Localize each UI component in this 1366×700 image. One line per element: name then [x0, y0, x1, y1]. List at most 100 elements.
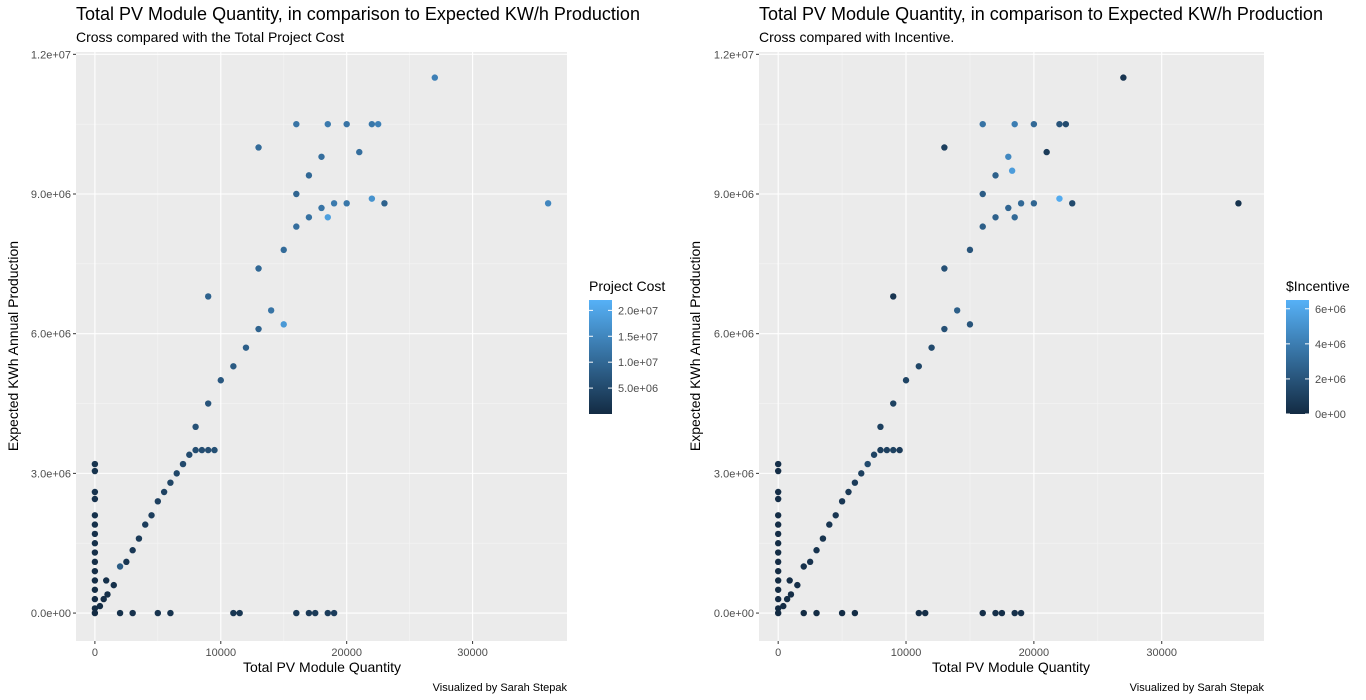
legend-tick-label: 6e+06 — [1315, 304, 1346, 316]
data-point — [293, 609, 300, 617]
data-point — [858, 470, 865, 477]
data-point — [330, 609, 338, 617]
data-point — [312, 609, 319, 617]
color-legend: Project Cost 5.0e+06 1.0e+07 1.5e+07 2.0e+0… — [589, 278, 665, 414]
data-point — [979, 609, 986, 617]
data-point — [129, 609, 136, 617]
x-tick-label: 20000 — [331, 647, 362, 659]
legend-title: Project Cost — [589, 278, 665, 294]
data-point — [915, 363, 923, 370]
data-point — [91, 467, 99, 475]
data-point — [1069, 200, 1076, 207]
data-point — [832, 512, 839, 519]
data-point — [204, 293, 212, 300]
data-point — [96, 602, 104, 610]
data-point — [774, 558, 782, 566]
chart-subtitle: Cross compared with Incentive. — [759, 29, 954, 45]
data-point — [1017, 609, 1025, 617]
data-point — [192, 446, 199, 454]
data-point — [242, 344, 250, 351]
x-tick-label: 30000 — [457, 647, 488, 659]
data-point — [91, 609, 99, 617]
data-point — [774, 512, 782, 519]
data-point — [941, 265, 948, 272]
data-point — [129, 547, 136, 554]
data-point — [192, 423, 199, 431]
data-point — [280, 246, 287, 254]
caption: Visualized by Sarah Stepak — [433, 682, 568, 694]
data-point — [992, 609, 999, 617]
color-legend: $Incentive 0e+00 2e+06 4e+06 6e+06 — [1286, 278, 1350, 421]
data-point — [1043, 148, 1050, 156]
data-point — [255, 144, 262, 151]
data-point — [154, 609, 162, 617]
data-point — [794, 581, 801, 589]
data-point — [91, 512, 99, 519]
x-axis-ticks: 0 10000 20000 30000 — [92, 641, 488, 659]
legend-tick-label: 5.0e+06 — [618, 383, 658, 395]
y-tick-label: 1.2e+07 — [714, 49, 754, 61]
data-point — [1062, 120, 1070, 128]
data-point — [91, 549, 99, 556]
y-axis-label: Expected KWh Annual Production — [687, 241, 703, 451]
data-point — [783, 595, 791, 603]
data-point — [356, 148, 363, 156]
data-point — [890, 293, 897, 300]
data-point — [544, 200, 552, 207]
data-point — [148, 512, 155, 519]
data-point — [922, 609, 929, 617]
data-point — [1005, 204, 1012, 212]
data-point — [786, 577, 793, 584]
data-point — [890, 400, 897, 407]
data-point — [1120, 74, 1127, 81]
data-point — [806, 558, 814, 566]
data-point — [100, 595, 107, 603]
data-point — [230, 609, 237, 617]
data-point — [979, 190, 986, 198]
data-point — [1017, 200, 1025, 207]
data-point — [800, 563, 807, 570]
data-point — [800, 609, 807, 617]
x-axis-ticks: 0 10000 20000 30000 — [775, 641, 1177, 659]
data-point — [318, 153, 325, 160]
data-point — [305, 214, 313, 221]
data-point — [966, 246, 974, 254]
data-point — [845, 488, 852, 496]
data-point — [142, 521, 149, 528]
data-point — [813, 609, 820, 617]
data-point — [774, 488, 782, 496]
data-point — [1056, 120, 1063, 128]
plot-panel — [76, 52, 567, 641]
data-point — [1011, 120, 1018, 128]
data-point — [992, 172, 999, 179]
data-point — [116, 563, 124, 570]
data-point — [774, 609, 782, 617]
data-point — [343, 120, 350, 128]
data-point — [236, 609, 243, 617]
data-point — [992, 214, 999, 221]
data-point — [318, 204, 325, 212]
x-tick-label: 10000 — [891, 647, 922, 659]
data-point — [305, 172, 313, 179]
data-point — [91, 558, 99, 566]
data-point — [217, 377, 224, 384]
legend-title: $Incentive — [1286, 278, 1350, 294]
data-point — [787, 591, 795, 598]
data-point — [91, 540, 99, 547]
data-point — [204, 446, 212, 454]
data-point — [91, 530, 99, 538]
data-point — [1011, 609, 1018, 617]
data-point — [998, 609, 1006, 617]
x-tick-label: 20000 — [1019, 647, 1050, 659]
caption: Visualized by Sarah Stepak — [1130, 682, 1265, 694]
data-point — [204, 400, 212, 407]
data-point — [255, 265, 262, 272]
x-tick-label: 0 — [92, 647, 98, 659]
data-point — [774, 567, 782, 575]
y-tick-label: 0.0e+00 — [31, 608, 71, 620]
data-point — [154, 498, 162, 505]
legend-ticks: 0e+00 2e+06 4e+06 6e+06 — [1286, 304, 1346, 421]
y-tick-label: 3.0e+06 — [31, 468, 71, 480]
legend-colorbar — [1286, 300, 1309, 414]
